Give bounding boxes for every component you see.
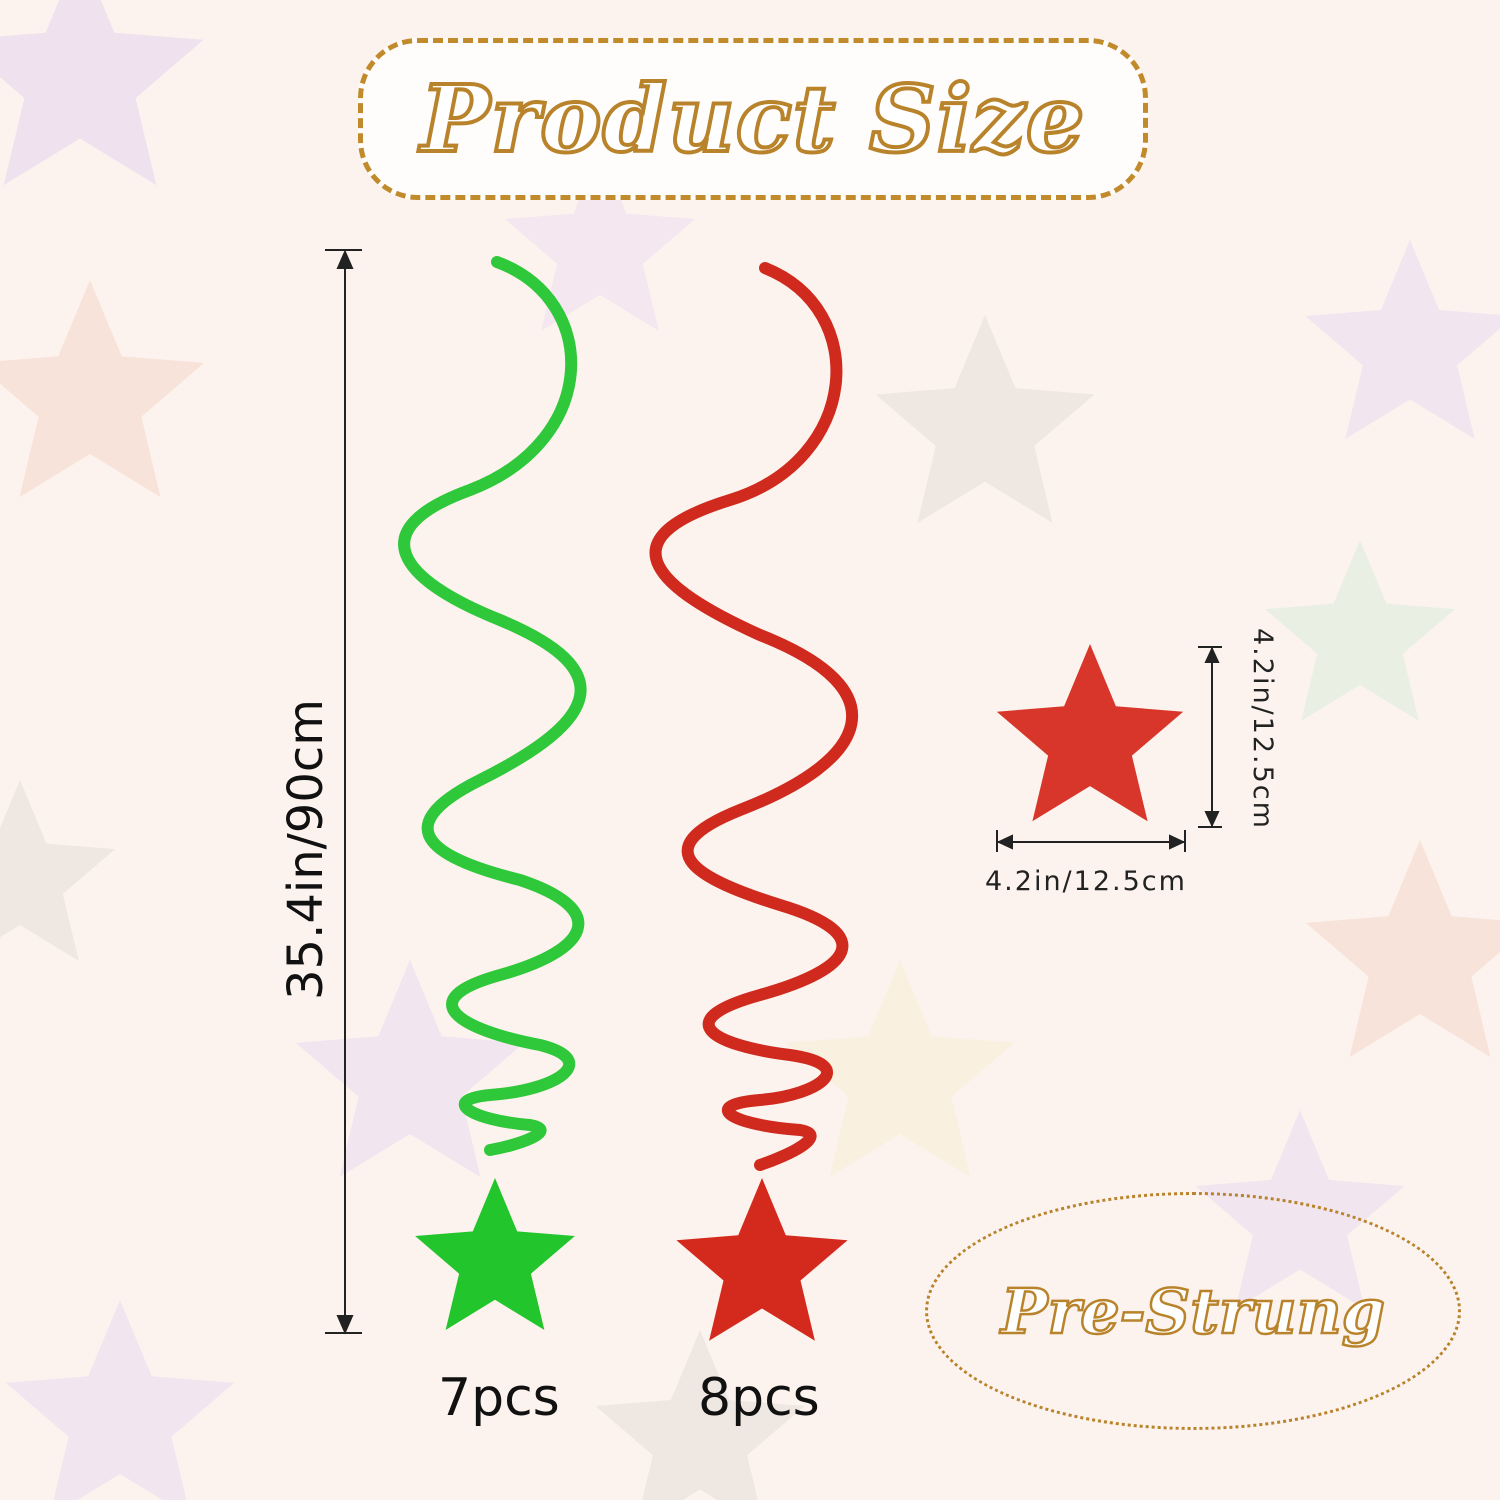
star-width-label: 4.2in/12.5cm (985, 866, 1187, 897)
background-star-icon (504, 150, 696, 331)
length-dimension-line (325, 249, 362, 1335)
red-swirl (649, 262, 859, 1171)
background-star-icon (0, 780, 116, 961)
page-title: Product Size (419, 63, 1087, 175)
background-star-icon (785, 960, 1015, 1178)
background-star-icon (0, 280, 205, 498)
star-dimension-lines (996, 646, 1222, 852)
green-count-label: 7pcs (438, 1368, 560, 1428)
red-star-dimension-icon (996, 644, 1184, 822)
red-star-icon (676, 1178, 848, 1341)
background-star-icon (5, 1300, 235, 1500)
green-star-icon (415, 1178, 575, 1330)
background-star-icon (875, 315, 1095, 523)
green-swirl (398, 256, 587, 1156)
background-star-icon (0, 0, 204, 186)
pre-strung-text: Pre-Strung (1000, 1273, 1387, 1349)
background-star-icon (1305, 840, 1500, 1058)
title-banner: Product Size (358, 38, 1148, 200)
pre-strung-badge: Pre-Strung (925, 1192, 1461, 1430)
red-count-label: 8pcs (698, 1368, 820, 1428)
star-height-label: 4.2in/12.5cm (1247, 628, 1278, 830)
background-star-icon (1264, 540, 1456, 721)
length-label: 35.4in/90cm (278, 698, 334, 1000)
background-star-icon (595, 1330, 805, 1500)
background-star-icon (295, 960, 525, 1178)
background-star-icon (1305, 240, 1500, 439)
